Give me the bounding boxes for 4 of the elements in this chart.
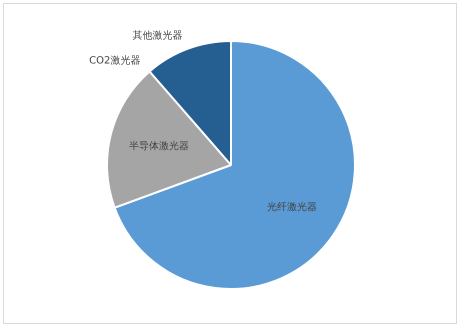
slice-label: 半导体激光器 [128,140,189,152]
slice-label: 光纤激光器 [267,201,318,214]
category-label: CO2激光器 [89,56,140,67]
slice-label: 其他激光器 [132,29,183,42]
